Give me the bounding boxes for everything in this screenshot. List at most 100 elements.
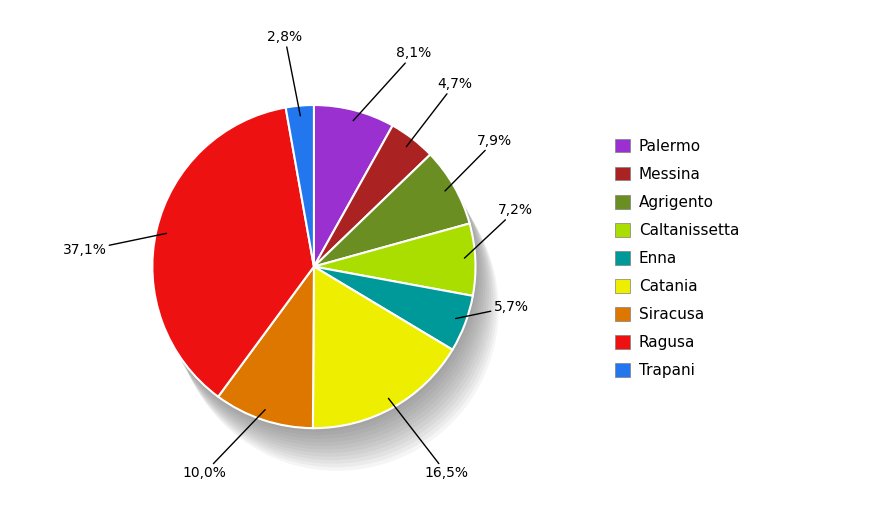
Wedge shape (232, 292, 328, 453)
Wedge shape (317, 273, 456, 435)
Wedge shape (303, 137, 331, 299)
Wedge shape (322, 238, 483, 310)
Wedge shape (314, 155, 470, 267)
Wedge shape (333, 302, 492, 385)
Wedge shape (324, 172, 480, 284)
Wedge shape (317, 112, 397, 273)
Wedge shape (316, 270, 474, 353)
Wedge shape (317, 273, 477, 357)
Wedge shape (321, 281, 460, 443)
Wedge shape (220, 270, 316, 432)
Wedge shape (322, 140, 438, 281)
Wedge shape (320, 165, 475, 277)
Wedge shape (168, 136, 330, 425)
Wedge shape (320, 277, 479, 360)
Wedge shape (297, 126, 325, 288)
Wedge shape (316, 109, 395, 270)
Wedge shape (218, 267, 314, 428)
Wedge shape (316, 158, 472, 270)
Wedge shape (314, 105, 392, 267)
Wedge shape (172, 143, 333, 432)
Wedge shape (325, 176, 481, 288)
Wedge shape (320, 136, 436, 277)
Wedge shape (156, 115, 317, 404)
Wedge shape (335, 164, 452, 306)
Wedge shape (325, 245, 487, 317)
Text: 16,5%: 16,5% (388, 398, 468, 480)
Wedge shape (235, 299, 331, 460)
Wedge shape (322, 119, 400, 281)
Text: 7,9%: 7,9% (445, 133, 513, 191)
Wedge shape (323, 284, 462, 446)
Wedge shape (337, 197, 493, 309)
Wedge shape (229, 288, 325, 449)
Wedge shape (153, 108, 314, 397)
Wedge shape (324, 284, 482, 368)
Wedge shape (337, 309, 476, 471)
Text: 10,0%: 10,0% (182, 409, 265, 480)
Wedge shape (317, 162, 473, 273)
Wedge shape (286, 105, 314, 267)
Wedge shape (324, 241, 485, 314)
Wedge shape (154, 111, 316, 400)
Text: 2,8%: 2,8% (268, 30, 303, 116)
Wedge shape (309, 148, 337, 309)
Text: 4,7%: 4,7% (406, 77, 472, 147)
Wedge shape (331, 187, 487, 299)
Wedge shape (320, 234, 481, 307)
Wedge shape (293, 119, 322, 281)
Wedge shape (335, 306, 494, 389)
Text: 37,1%: 37,1% (63, 233, 167, 257)
Wedge shape (325, 288, 485, 371)
Wedge shape (328, 248, 489, 321)
Wedge shape (330, 295, 488, 378)
Wedge shape (330, 154, 446, 295)
Wedge shape (322, 281, 480, 364)
Wedge shape (334, 306, 473, 467)
Wedge shape (170, 140, 331, 429)
Wedge shape (333, 190, 489, 302)
Wedge shape (316, 227, 478, 299)
Wedge shape (329, 295, 468, 457)
Wedge shape (222, 273, 317, 435)
Wedge shape (228, 284, 324, 446)
Text: 7,2%: 7,2% (465, 203, 534, 258)
Wedge shape (331, 299, 490, 382)
Wedge shape (331, 255, 493, 328)
Text: 8,1%: 8,1% (353, 47, 432, 120)
Wedge shape (314, 223, 475, 296)
Wedge shape (325, 147, 442, 288)
Wedge shape (175, 150, 337, 439)
Wedge shape (331, 158, 447, 299)
Wedge shape (166, 132, 328, 421)
Wedge shape (314, 267, 473, 349)
Wedge shape (331, 137, 410, 299)
Wedge shape (322, 169, 477, 281)
Wedge shape (330, 252, 491, 324)
Wedge shape (328, 130, 406, 292)
Wedge shape (301, 133, 330, 295)
Wedge shape (330, 183, 485, 295)
Wedge shape (296, 123, 324, 284)
Wedge shape (313, 267, 453, 428)
Wedge shape (319, 277, 459, 439)
Wedge shape (242, 309, 337, 471)
Wedge shape (317, 132, 434, 273)
Wedge shape (174, 147, 335, 436)
Wedge shape (307, 144, 335, 306)
Wedge shape (314, 126, 430, 267)
Wedge shape (337, 309, 496, 392)
Wedge shape (328, 292, 487, 375)
Wedge shape (330, 299, 470, 460)
Wedge shape (330, 133, 408, 295)
Wedge shape (337, 168, 453, 309)
Wedge shape (164, 129, 325, 418)
Wedge shape (320, 116, 399, 277)
Wedge shape (305, 141, 333, 302)
Wedge shape (337, 266, 499, 339)
Wedge shape (325, 126, 405, 288)
Wedge shape (224, 277, 320, 439)
Wedge shape (315, 270, 454, 432)
Wedge shape (317, 231, 480, 303)
Wedge shape (226, 281, 322, 443)
